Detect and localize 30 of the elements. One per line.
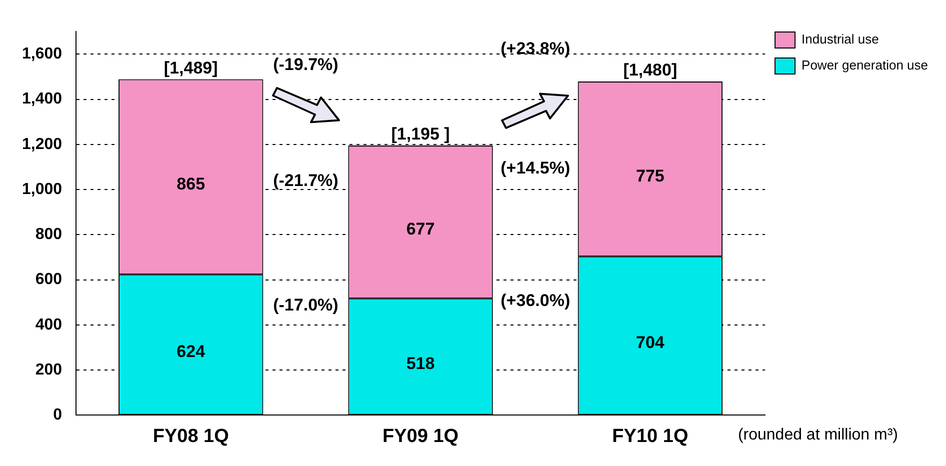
y-tick-label: 1,000 [22,180,62,198]
x-tick-label: FY09 1Q [382,426,459,447]
y-tick-label: 200 [35,361,62,378]
legend-label: Power generation use [802,58,928,73]
y-tick-label: 1,600 [22,46,62,63]
data-label: 704 [636,333,665,352]
data-label: 518 [406,354,435,374]
annotation: (-21.7%) [273,171,338,190]
y-tick-label: 1,400 [22,90,62,108]
data-label: 677 [406,220,435,239]
data-label: 775 [636,166,664,186]
annotation: (+23.8%) [500,39,570,58]
annotation: (-17.0%) [273,295,338,314]
total-label: [1,480] [623,60,678,80]
y-tick-label: 800 [35,226,62,244]
x-tick-label: FY08 1Q [152,426,229,447]
annotation: (+36.0%) [500,290,570,310]
annotation: (-19.7%) [273,54,338,74]
y-tick-label: 600 [35,271,62,288]
x-tick-label: FY10 1Q [612,426,688,447]
y-tick-label: 1,200 [22,136,62,153]
total-label: [1,489] [164,58,218,78]
text: (rounded at million m³) [738,426,898,444]
y-tick-label: 0 [53,406,62,424]
data-label: 865 [176,174,206,194]
y-tick-label: 400 [35,316,62,334]
legend-label: Industrial use [802,32,879,47]
total-label: [1,195 ] [391,124,450,144]
data-label: 624 [176,342,206,362]
annotation: (+14.5%) [500,158,570,178]
